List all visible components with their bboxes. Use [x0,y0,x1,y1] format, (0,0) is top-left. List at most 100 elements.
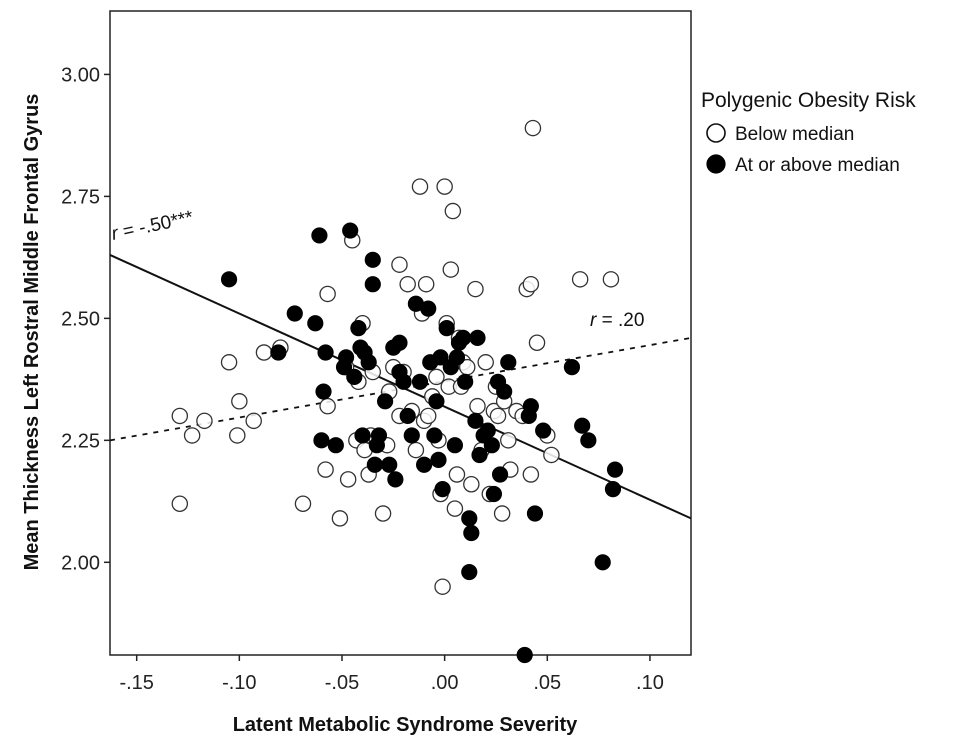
point-at-or-above-median [315,383,332,400]
point-at-or-above-median [491,466,509,483]
point-at-or-above-median [463,524,480,542]
point-at-or-above-median [580,432,597,449]
point-at-or-above-median [469,329,486,346]
point-at-or-above-median [485,485,503,503]
point-at-or-above-median [387,471,404,488]
point-at-or-above-median [346,368,363,386]
point-at-or-above-median [438,320,455,337]
point-at-or-above-median [307,315,324,332]
point-below-median [493,505,511,522]
point-at-or-above-median [270,344,287,361]
point-below-median [434,578,451,595]
point-at-or-above-median [448,349,466,366]
point-at-or-above-median [457,373,474,390]
point-at-or-above-median [535,422,552,439]
point-at-or-above-median [604,481,622,498]
point-at-or-above-median [381,456,398,473]
point-at-or-above-median [327,437,344,454]
point-at-or-above-median [411,373,429,390]
point-at-or-above-median [337,349,355,366]
legend: Polygenic Obesity Risk Below median At o… [701,89,916,176]
plot-area [109,10,692,656]
point-at-or-above-median [432,349,449,366]
point-below-median [331,510,349,527]
point-below-median [446,500,464,517]
point-below-median [571,271,589,288]
point-below-median [196,412,213,430]
legend-label-below-median: Below median [735,124,854,145]
point-at-or-above-median [370,427,388,444]
y-tick-label: 2.75 [61,186,100,208]
point-below-median [602,271,620,288]
x-tick-label: .05 [533,672,561,694]
point-below-median [374,505,392,522]
x-tick-label: -.10 [222,672,256,694]
point-below-median [428,368,445,386]
annotation-r: r [590,310,597,331]
point-below-median [477,354,494,371]
point-at-or-above-median [563,359,581,376]
point-at-or-above-median [426,427,443,444]
point-at-or-above-median [350,320,367,337]
point-below-median [522,275,540,293]
point-below-median [294,495,312,513]
point-at-or-above-median [360,354,377,371]
point-at-or-above-median [364,276,381,293]
point-below-median [231,393,248,410]
point-at-or-above-median [317,344,334,361]
point-below-median [543,446,560,464]
legend-marker-at-or-above-median [706,154,726,174]
y-tick-label: 2.00 [61,552,100,574]
point-at-or-above-median [403,427,420,444]
point-below-median [319,397,336,415]
y-tick-label: 2.50 [61,308,100,330]
point-at-or-above-median [286,305,303,322]
data-points [171,119,624,664]
point-below-median [489,407,507,425]
point-below-median [171,407,189,425]
point-at-or-above-median [430,451,447,468]
point-at-or-above-median [377,393,394,410]
y-axis-title: Mean Thickness Left Rostral Middle Front… [21,94,43,571]
point-below-median [524,119,542,137]
y-axis: 2.00 2.25 2.50 2.75 3.00 [61,64,110,574]
legend-title: Polygenic Obesity Risk [701,89,916,112]
point-at-or-above-median [342,222,359,239]
legend-marker-below-median [706,123,726,143]
point-at-or-above-median [420,300,437,317]
point-below-median [469,397,486,415]
point-below-median [407,441,425,459]
point-below-median [220,354,238,371]
x-axis: -.15 -.10 -.05 .00 .05 .10 [119,655,664,694]
point-at-or-above-median [479,422,496,439]
point-below-median [444,202,462,220]
point-at-or-above-median [467,412,484,429]
point-at-or-above-median [311,227,328,244]
x-axis-title: Latent Metabolic Syndrome Severity [233,714,578,736]
point-below-median [436,178,453,195]
annotation-r: r [110,223,121,245]
point-below-median [255,344,273,361]
point-below-median [411,178,429,195]
point-at-or-above-median [461,510,478,527]
point-at-or-above-median [483,437,500,454]
point-at-or-above-median [446,437,464,454]
point-at-or-above-median [428,393,445,410]
point-below-median [391,256,408,273]
point-below-median [463,475,480,493]
legend-label-at-or-above-median: At or above median [735,155,900,176]
point-at-or-above-median [455,329,472,346]
point-at-or-above-median [500,354,517,371]
x-tick-label: .10 [636,672,664,694]
x-tick-label: -.15 [119,672,153,694]
point-below-median [442,261,460,278]
point-at-or-above-median [354,427,371,444]
point-at-or-above-median [574,417,591,434]
point-below-median [399,275,416,293]
point-at-or-above-median [391,334,408,351]
point-at-or-above-median [516,646,533,664]
point-below-median [500,432,517,449]
point-at-or-above-median [395,373,412,390]
point-at-or-above-median [471,446,488,464]
